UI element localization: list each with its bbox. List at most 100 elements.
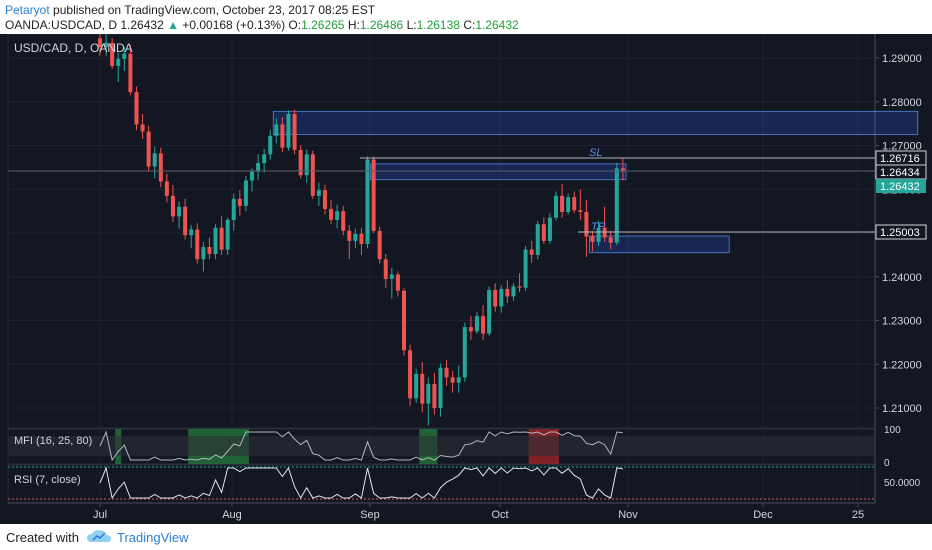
- candle[interactable]: [371, 156, 376, 233]
- candle[interactable]: [164, 173, 169, 203]
- candle[interactable]: [462, 322, 467, 382]
- candle[interactable]: [122, 47, 127, 72]
- candle[interactable]: [517, 273, 522, 293]
- price-pane[interactable]: [7, 33, 876, 429]
- candlestick-series[interactable]: [98, 28, 625, 426]
- candle[interactable]: [505, 280, 510, 303]
- candle[interactable]: [481, 305, 486, 341]
- candle[interactable]: [207, 237, 212, 260]
- candle[interactable]: [183, 198, 188, 240]
- candle[interactable]: [389, 268, 394, 299]
- candle[interactable]: [560, 184, 565, 218]
- chart-area[interactable]: SL TP USD/CAD, D, OANDA 1.29000 1.28000 1.…: [0, 28, 932, 524]
- candle[interactable]: [529, 240, 534, 263]
- candle[interactable]: [177, 201, 182, 229]
- candle[interactable]: [134, 86, 139, 131]
- candle[interactable]: [474, 311, 479, 334]
- candle[interactable]: [547, 213, 552, 244]
- candle[interactable]: [432, 373, 437, 415]
- candle[interactable]: [535, 220, 540, 260]
- candle[interactable]: [620, 158, 625, 181]
- candle[interactable]: [104, 33, 109, 56]
- candle[interactable]: [292, 109, 297, 155]
- author-link[interactable]: Petaryot: [5, 3, 50, 17]
- candle[interactable]: [268, 130, 273, 160]
- candle[interactable]: [456, 366, 461, 393]
- candle[interactable]: [158, 147, 163, 188]
- candle[interactable]: [316, 182, 321, 206]
- candle[interactable]: [195, 223, 200, 264]
- candle[interactable]: [578, 189, 583, 220]
- candle[interactable]: [450, 370, 455, 393]
- candle[interactable]: [402, 287, 406, 356]
- candle[interactable]: [541, 217, 546, 244]
- candle[interactable]: [170, 184, 175, 223]
- candle[interactable]: [213, 224, 218, 260]
- candle[interactable]: [237, 190, 242, 216]
- candle[interactable]: [219, 216, 224, 255]
- candle[interactable]: [383, 254, 388, 288]
- candle[interactable]: [225, 217, 230, 255]
- candle[interactable]: [365, 156, 370, 249]
- candle[interactable]: [377, 226, 382, 264]
- candle[interactable]: [359, 227, 364, 255]
- candle[interactable]: [322, 184, 327, 215]
- rsi-line[interactable]: [99, 466, 623, 500]
- mfi-line[interactable]: [99, 430, 623, 462]
- candle[interactable]: [608, 230, 613, 250]
- candle[interactable]: [499, 285, 504, 313]
- tradingview-brand-link[interactable]: TradingView: [117, 530, 189, 545]
- zone-box[interactable]: [272, 110, 919, 136]
- candle[interactable]: [298, 145, 303, 179]
- candle[interactable]: [286, 110, 291, 151]
- candle[interactable]: [231, 193, 236, 231]
- candle[interactable]: [250, 168, 254, 192]
- candle[interactable]: [189, 225, 194, 249]
- candle[interactable]: [438, 363, 443, 417]
- rsi-pane[interactable]: [7, 464, 876, 504]
- candle[interactable]: [584, 200, 589, 258]
- candle[interactable]: [408, 344, 413, 406]
- candle[interactable]: [152, 146, 157, 179]
- candle[interactable]: [140, 114, 145, 139]
- candle[interactable]: [146, 125, 151, 172]
- supply-demand-zones[interactable]: [272, 110, 919, 254]
- candle[interactable]: [590, 230, 595, 252]
- candle[interactable]: [602, 206, 607, 242]
- candle[interactable]: [243, 176, 248, 212]
- candle[interactable]: [426, 377, 431, 426]
- candle[interactable]: [420, 362, 425, 413]
- zone-box[interactable]: [370, 163, 627, 181]
- candle[interactable]: [444, 359, 449, 387]
- zone-box[interactable]: [588, 235, 730, 254]
- candle[interactable]: [341, 205, 346, 236]
- candle[interactable]: [128, 44, 133, 96]
- candle[interactable]: [493, 283, 498, 312]
- time-axis[interactable]: Jul Aug Sep Oct Nov Dec 25: [93, 503, 864, 521]
- candle[interactable]: [353, 228, 358, 249]
- candle[interactable]: [414, 368, 419, 403]
- candle[interactable]: [347, 225, 352, 260]
- candle[interactable]: [523, 246, 528, 291]
- candle[interactable]: [262, 149, 267, 173]
- candle[interactable]: [310, 150, 315, 199]
- candle[interactable]: [554, 191, 558, 221]
- candle[interactable]: [572, 191, 577, 214]
- candle[interactable]: [614, 163, 619, 246]
- candle[interactable]: [487, 286, 492, 336]
- candle[interactable]: [329, 200, 334, 225]
- candle[interactable]: [280, 117, 285, 153]
- candle[interactable]: [201, 241, 206, 272]
- candle[interactable]: [116, 52, 121, 83]
- candle[interactable]: [468, 316, 473, 341]
- candle[interactable]: [596, 220, 601, 247]
- candle[interactable]: [335, 204, 340, 229]
- candle[interactable]: [566, 193, 571, 215]
- candle[interactable]: [110, 38, 115, 69]
- candle[interactable]: [274, 118, 279, 144]
- candle[interactable]: [304, 149, 309, 183]
- candle[interactable]: [395, 271, 400, 297]
- candle[interactable]: [256, 154, 261, 180]
- chart-canvas[interactable]: SL TP USD/CAD, D, OANDA 1.29000 1.28000 1.…: [0, 28, 932, 524]
- candle[interactable]: [511, 283, 516, 301]
